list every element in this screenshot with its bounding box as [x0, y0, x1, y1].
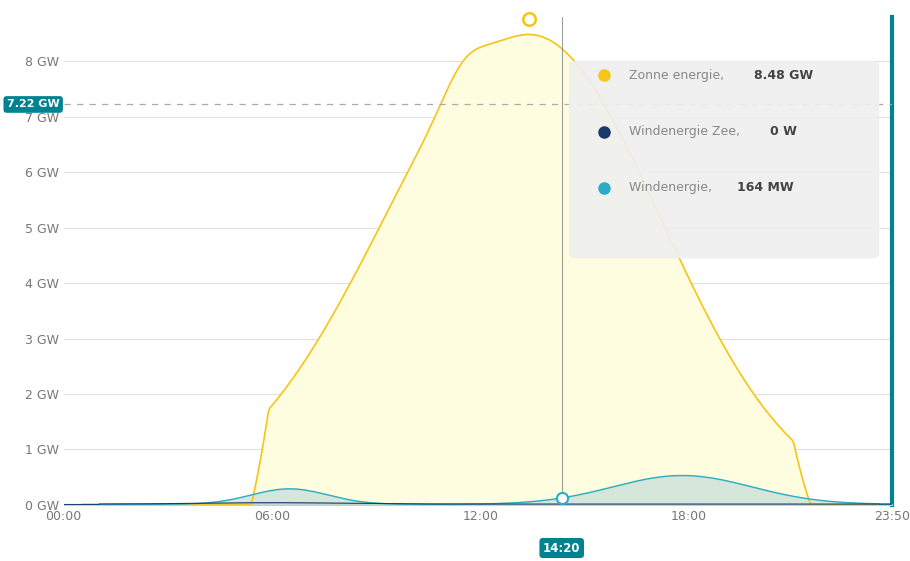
Text: Windenergie,: Windenergie, — [630, 181, 716, 194]
Text: 7.22 GW: 7.22 GW — [6, 99, 59, 109]
Text: 14:20: 14:20 — [543, 541, 581, 554]
Text: 8.48 GW: 8.48 GW — [753, 69, 813, 82]
FancyBboxPatch shape — [569, 61, 879, 259]
Text: Windenergie Zee,: Windenergie Zee, — [630, 125, 744, 138]
Text: 164 MW: 164 MW — [737, 181, 794, 194]
Text: Zonne energie,: Zonne energie, — [630, 69, 728, 82]
Text: 0 W: 0 W — [770, 125, 797, 138]
